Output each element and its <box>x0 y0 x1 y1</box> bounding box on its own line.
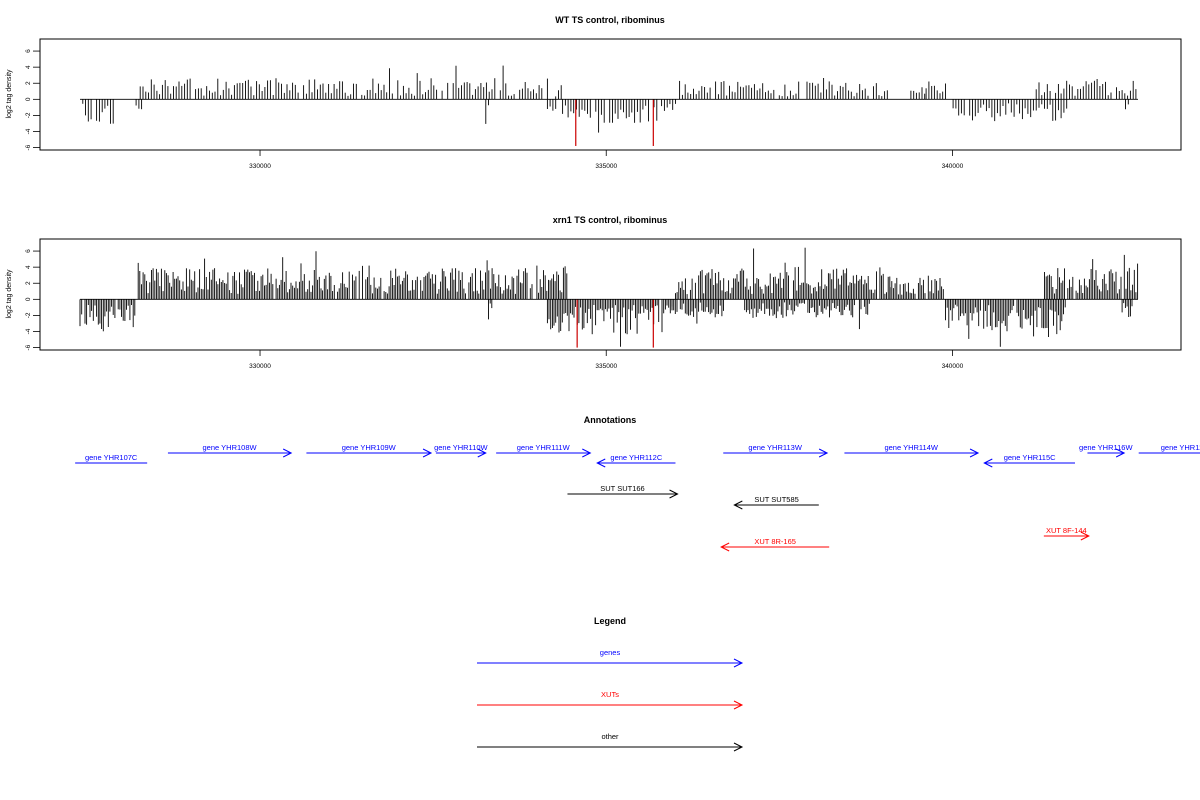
feature-label: gene YHR114W <box>884 443 938 452</box>
legend-label: genes <box>600 648 621 657</box>
legend-label: XUTs <box>601 690 619 699</box>
legend-title: Legend <box>594 616 626 626</box>
feature-gene-yhr108w: gene YHR108W <box>167 443 293 458</box>
feature-arrowhead <box>1080 531 1090 541</box>
x-tick-label: 340000 <box>942 363 964 370</box>
feature-gene-yhr116w: gene YHR116W <box>1079 443 1133 458</box>
feature-label: gene YHR115C <box>1004 453 1056 462</box>
y-tick-label: 2 <box>25 81 32 85</box>
feature-label: gene YHR111W <box>517 443 571 452</box>
feature-label: gene YHR108W <box>203 443 258 452</box>
legend-items: genes XUTs other <box>477 648 744 752</box>
feature-label: SUT SUT585 <box>754 495 798 504</box>
feature-arrowhead <box>733 500 743 510</box>
feature-arrowhead <box>596 458 606 468</box>
feature-arrowhead <box>582 448 592 458</box>
panel-wt: WT TS control, ribominus log2 tag densit… <box>6 15 1182 170</box>
feature-sut-sut585: SUT SUT585 <box>733 495 819 510</box>
y-tick-label: 6 <box>25 49 32 53</box>
feature-arrowhead <box>669 489 679 499</box>
feature-label: gene YHR117W <box>1161 443 1200 452</box>
legend-item-genes: genes <box>477 648 744 668</box>
y-tick-label: -4 <box>25 328 32 334</box>
feature-xut-8r-165: XUT 8R-165 <box>720 537 830 552</box>
feature-arrowhead <box>983 458 993 468</box>
feature-xut-8f-144: XUT 8F-144 <box>1043 526 1090 541</box>
x-tick-label: 340000 <box>942 163 964 170</box>
panel-wt-ylabel: log2 tag density <box>6 69 13 119</box>
feature-label: gene YHR110W <box>434 443 488 452</box>
panel-xrn1: xrn1 TS control, ribominus log2 tag dens… <box>6 215 1182 370</box>
legend-arrow-arrowhead <box>733 658 744 668</box>
x-tick-label: 330000 <box>249 363 271 370</box>
y-tick-label: 6 <box>25 249 32 253</box>
x-tick-label: 335000 <box>595 363 617 370</box>
feature-label: gene YHR112C <box>610 453 662 462</box>
legend-label: other <box>601 732 619 741</box>
feature-gene-yhr115c: gene YHR115C <box>983 453 1075 468</box>
feature-gene-yhr112c: gene YHR112C <box>596 453 676 468</box>
panel-xrn1-axes: -6 -4 -2 0 2 4 6 330000 335000 340000 <box>25 249 964 370</box>
feature-arrowhead <box>969 448 980 458</box>
feature-label: gene YHR116W <box>1079 443 1133 452</box>
y-tick-label: 0 <box>25 97 32 101</box>
legend-item-xuts: XUTs <box>477 690 744 710</box>
feature-arrowhead <box>720 542 730 552</box>
y-tick-label: -2 <box>25 112 32 118</box>
y-tick-label: -6 <box>25 344 32 350</box>
panel-xrn1-title: xrn1 TS control, ribominus <box>553 215 668 225</box>
y-tick-label: -4 <box>25 128 32 134</box>
y-tick-label: -6 <box>25 144 32 150</box>
y-tick-label: 4 <box>25 265 32 269</box>
feature-label: gene YHR107C <box>85 453 138 462</box>
feature-gene-yhr114w: gene YHR114W <box>844 443 980 458</box>
annotations-title: Annotations <box>584 415 637 425</box>
feature-arrowhead <box>818 448 829 458</box>
feature-label: XUT 8F-144 <box>1046 526 1087 535</box>
feature-gene-yhr117w: gene YHR117W <box>1138 443 1200 454</box>
feature-arrowhead <box>282 448 293 458</box>
feature-label: XUT 8R-165 <box>754 537 796 546</box>
feature-gene-yhr113w: gene YHR113W <box>723 443 829 458</box>
panel-xrn1-bars <box>79 247 1139 348</box>
feature-arrowhead <box>1115 448 1126 458</box>
feature-gene-yhr107c: gene YHR107C <box>75 453 148 464</box>
y-tick-label: 2 <box>25 281 32 285</box>
x-tick-label: 330000 <box>249 163 271 170</box>
feature-gene-yhr110w: gene YHR110W <box>434 443 488 458</box>
panel-wt-title: WT TS control, ribominus <box>555 15 665 25</box>
feature-label: SUT SUT166 <box>600 484 644 493</box>
feature-arrowhead <box>477 448 487 458</box>
x-tick-label: 335000 <box>595 163 617 170</box>
y-tick-label: 0 <box>25 297 32 301</box>
feature-sut-sut166: SUT SUT166 <box>567 484 679 499</box>
y-tick-label: -2 <box>25 312 32 318</box>
feature-arrowhead <box>422 448 433 458</box>
panel-xrn1-frame <box>39 238 1182 351</box>
feature-label: gene YHR109W <box>342 443 397 452</box>
panel-wt-axes: -6 -4 -2 0 2 4 6 330000 335000 340000 <box>25 49 964 170</box>
legend: Legend genes XUTs other <box>477 616 744 752</box>
legend-arrow-arrowhead <box>733 700 744 710</box>
panel-wt-frame <box>39 38 1182 151</box>
feature-label: gene YHR113W <box>748 443 802 452</box>
panel-xrn1-ylabel: log2 tag density <box>6 269 13 319</box>
legend-item-other: other <box>477 732 744 752</box>
feature-gene-yhr109w: gene YHR109W <box>306 443 433 458</box>
y-tick-label: 4 <box>25 65 32 69</box>
legend-arrow-arrowhead <box>733 742 744 752</box>
panel-wt-bars <box>80 65 1138 146</box>
feature-gene-yhr111w: gene YHR111W <box>496 443 592 458</box>
annotation-features: gene YHR107C gene YHR108W gene YHR109W gene… <box>75 443 1200 552</box>
